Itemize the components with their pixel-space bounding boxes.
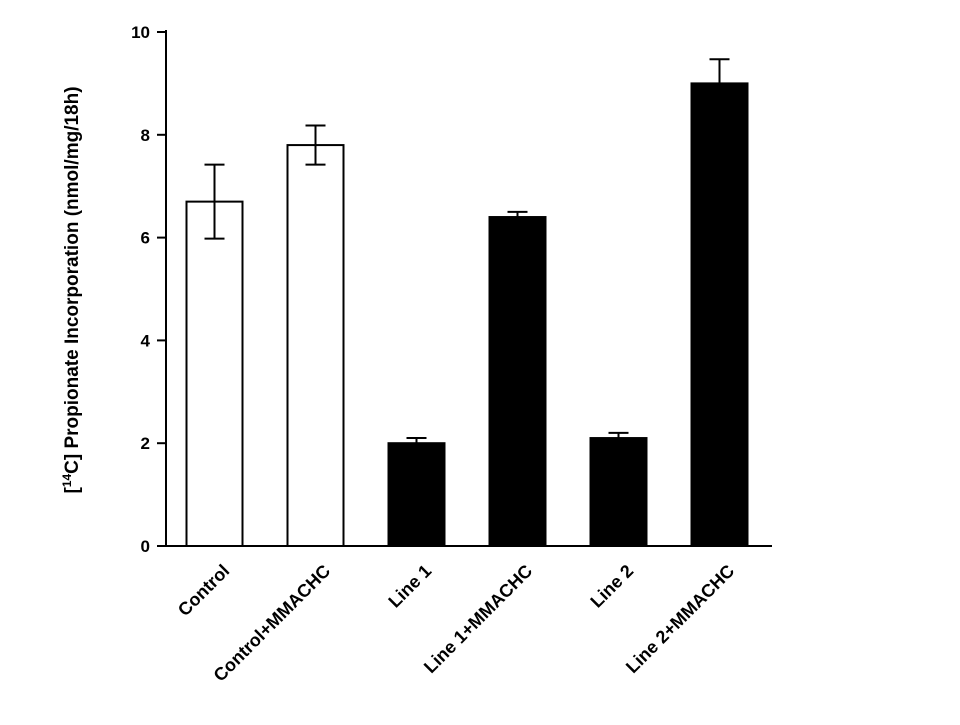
bar <box>387 442 446 548</box>
x-category-label: Line 1 <box>384 561 435 612</box>
y-tick-label: 2 <box>141 434 150 453</box>
y-tick-label: 6 <box>141 229 150 248</box>
y-tick-label: 8 <box>141 126 150 145</box>
bar <box>690 82 749 548</box>
y-ticks: 0 2 4 6 8 10 <box>131 23 166 556</box>
error-bars <box>204 58 730 450</box>
axes <box>165 30 772 547</box>
x-category-label: Line 1+MMACHC <box>420 561 536 677</box>
bar <box>488 216 547 547</box>
y-axis-title: [14C] Propionate Incorporation (nmol/mg/… <box>60 86 83 493</box>
x-category-label: Line 2 <box>586 561 637 612</box>
bar <box>185 200 244 547</box>
bar <box>589 437 648 547</box>
y-tick-label: 10 <box>131 23 150 42</box>
y-tick-label: 4 <box>141 331 151 350</box>
x-category-label: Line 2+MMACHC <box>622 561 738 677</box>
y-tick-label: 0 <box>141 537 150 556</box>
bar <box>286 144 345 548</box>
x-category-label: Control <box>174 561 233 620</box>
bars <box>185 82 749 548</box>
